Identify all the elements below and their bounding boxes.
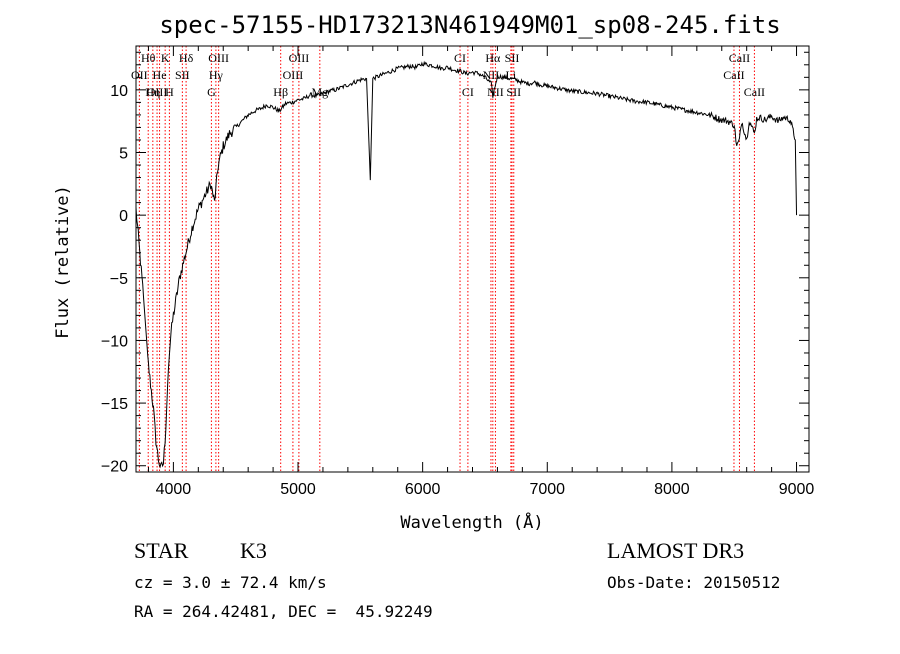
line-label: G — [207, 85, 216, 99]
x-tick-label: 9000 — [779, 481, 815, 498]
chart-title: spec-57155-HD173213N461949M01_sp08-245.f… — [159, 11, 780, 39]
object-class: STAR — [134, 538, 189, 563]
annotation-layer: Hθ K Hδ OIII OIII CI Hα SII CaII OII He SII Hγ OIII NI… — [131, 51, 765, 99]
y-tick-label: −20 — [101, 459, 128, 476]
y-tick-label: 0 — [119, 208, 128, 225]
redshift-readout: cz = 3.0 ± 72.4 km/s — [134, 573, 327, 592]
line-label: Hη — [145, 85, 160, 99]
line-label: Hα — [485, 51, 501, 65]
plot-frame — [135, 45, 810, 473]
y-tick-label: −10 — [101, 333, 128, 350]
series-line — [135, 60, 798, 469]
line-label: Mg — [311, 85, 328, 99]
x-tick-label: 8000 — [654, 481, 690, 498]
line-label: OIII — [147, 85, 168, 99]
line-label: He — [153, 68, 167, 82]
line-label: CaII — [729, 51, 750, 65]
x-tick-label: 7000 — [529, 481, 565, 498]
tick-layer: 4000 5000 6000 7000 8000 9000 −20 −15 −10 −5 0 5 10 — [101, 46, 815, 498]
line-label: Hδ — [179, 51, 194, 65]
line-label: SII — [505, 51, 520, 65]
line-label: NII — [487, 85, 504, 99]
y-tick-label: −15 — [101, 396, 128, 413]
line-label: Hγ — [209, 68, 224, 82]
x-tick-label: 4000 — [156, 481, 192, 498]
line-label: NII — [483, 68, 500, 82]
line-label: K — [161, 51, 170, 65]
line-label: OIII — [208, 51, 229, 65]
line-label: CI — [454, 51, 466, 65]
line-label: OIII — [283, 68, 304, 82]
coordinates-readout: RA = 264.42481, DEC = 45.92249 — [134, 602, 433, 621]
y-tick-label: −5 — [110, 271, 128, 288]
survey-name: LAMOST DR3 — [607, 538, 745, 563]
series-layer — [135, 60, 798, 469]
x-axis-label: Wavelength (Å) — [400, 511, 543, 533]
line-label: CaII — [723, 68, 744, 82]
y-tick-label: 10 — [110, 83, 128, 100]
line-label: CI — [462, 85, 474, 99]
line-label: SII — [506, 85, 521, 99]
line-label: Hθ — [141, 51, 156, 65]
x-tick-label: 5000 — [280, 481, 316, 498]
spectral-line-markers — [138, 46, 755, 472]
line-label: OIII — [289, 51, 310, 65]
x-tick-label: 6000 — [405, 481, 441, 498]
y-axis-label: Flux (relative) — [53, 185, 73, 339]
line-label: H — [165, 85, 174, 99]
object-subclass: K3 — [240, 538, 267, 563]
line-label: CaII — [744, 85, 765, 99]
y-tick-label: 5 — [119, 146, 128, 163]
line-label: Li — [506, 68, 517, 82]
line-label: Hβ — [273, 85, 288, 99]
observation-date: Obs-Date: 20150512 — [607, 573, 781, 592]
line-label: SII — [175, 68, 190, 82]
line-label: OII — [131, 68, 148, 82]
